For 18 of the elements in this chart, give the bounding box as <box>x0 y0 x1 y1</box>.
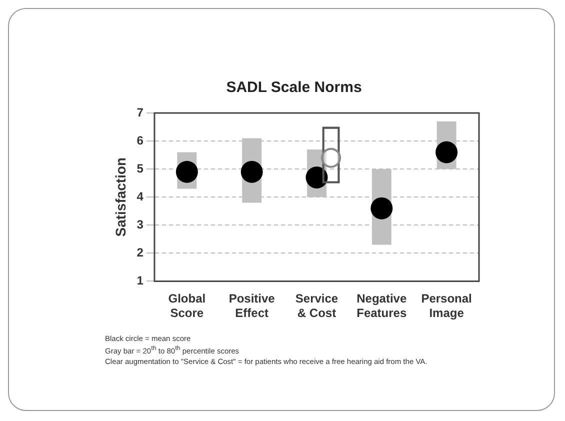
y-tick-label: 5 <box>136 161 144 176</box>
y-axis-title: Satisfaction <box>112 157 128 237</box>
y-tick-label: 2 <box>136 245 144 260</box>
x-tick-label: Global Score <box>168 292 206 320</box>
x-tick-label: Service & Cost <box>295 292 338 320</box>
y-tick-label: 7 <box>136 105 144 120</box>
point <box>370 197 393 220</box>
y-tick-label: 3 <box>136 217 144 232</box>
point <box>436 141 458 164</box>
point <box>176 160 198 183</box>
x-tick-label: Personal Image <box>421 292 472 320</box>
x-tick-label: Negative Features <box>356 292 407 320</box>
y-tick-label: 4 <box>136 189 144 204</box>
chart-title: SADL Scale Norms <box>226 79 362 96</box>
y-tick-label: 6 <box>136 133 144 148</box>
x-tick-label: Positive Effect <box>228 292 276 320</box>
point <box>240 160 263 183</box>
y-tick-label: 1 <box>136 274 144 288</box>
